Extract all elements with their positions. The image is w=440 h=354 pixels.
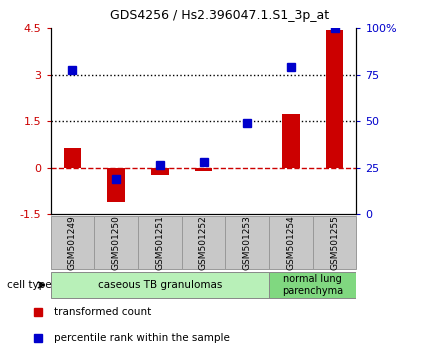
Bar [51, 272, 269, 298]
Bar [225, 216, 269, 269]
Bar [51, 216, 94, 269]
Text: GSM501249: GSM501249 [68, 215, 77, 270]
Bar [64, 148, 81, 168]
Bar [195, 168, 212, 171]
Bar [313, 216, 356, 269]
Text: GSM501254: GSM501254 [286, 215, 295, 270]
Text: cell type: cell type [7, 280, 51, 290]
Text: normal lung
parenchyma: normal lung parenchyma [282, 274, 343, 296]
Bar [107, 168, 125, 202]
Bar [282, 114, 300, 168]
Text: GSM501250: GSM501250 [112, 215, 121, 270]
Text: GSM501252: GSM501252 [199, 215, 208, 270]
Text: GSM501253: GSM501253 [243, 215, 252, 270]
Bar [326, 30, 343, 168]
Text: GDS4256 / Hs2.396047.1.S1_3p_at: GDS4256 / Hs2.396047.1.S1_3p_at [110, 9, 330, 22]
Bar [151, 168, 169, 176]
Bar [269, 272, 356, 298]
Bar [182, 216, 225, 269]
Bar [138, 216, 182, 269]
Text: transformed count: transformed count [55, 307, 152, 317]
Text: GSM501255: GSM501255 [330, 215, 339, 270]
Bar [269, 216, 313, 269]
Text: percentile rank within the sample: percentile rank within the sample [55, 333, 230, 343]
Text: caseous TB granulomas: caseous TB granulomas [98, 280, 222, 290]
Bar [94, 216, 138, 269]
Text: GSM501251: GSM501251 [155, 215, 164, 270]
